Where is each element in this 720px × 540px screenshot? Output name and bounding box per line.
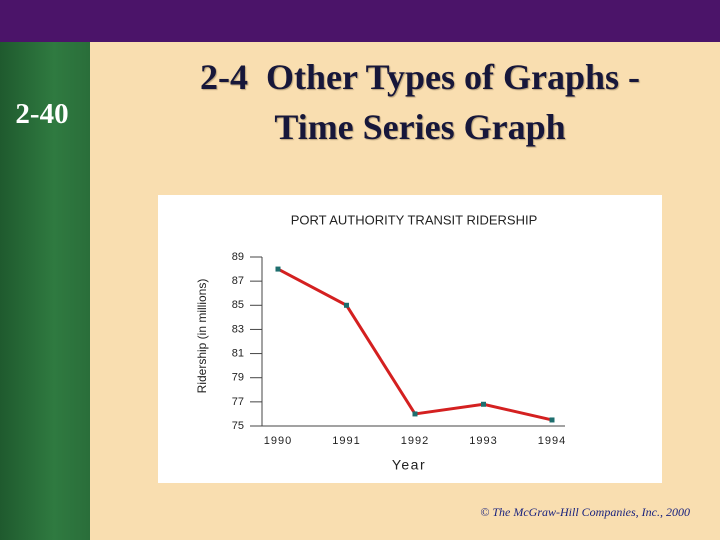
chart-title: PORT AUTHORITY TRANSIT RIDERSHIP	[291, 212, 538, 227]
slide-number: 2-40	[15, 98, 69, 130]
x-tick-label: 1991	[332, 435, 360, 447]
data-point	[412, 411, 418, 417]
y-tick-label: 83	[232, 323, 244, 335]
data-point	[344, 302, 349, 308]
side-bar	[0, 42, 90, 540]
footer: © The McGraw-Hill Companies, Inc., 2000	[480, 505, 690, 519]
y-tick-label: 75	[232, 420, 244, 432]
x-tick-label: 1992	[401, 435, 429, 447]
y-tick-label: 81	[232, 347, 244, 359]
y-tick-label: 87	[232, 275, 244, 287]
title-line: Time Series Graph	[274, 107, 566, 147]
y-tick-label: 89	[232, 251, 244, 263]
title-line: 2-4 Other Types of Graphs -	[199, 57, 640, 97]
data-point	[275, 266, 281, 272]
y-tick-label: 85	[232, 299, 244, 311]
top-bar	[0, 0, 720, 42]
x-tick-label: 1990	[264, 435, 292, 447]
y-tick-label: 79	[232, 372, 244, 384]
chart-panel	[158, 195, 662, 483]
x-axis-label: Year	[392, 457, 426, 473]
data-point	[549, 417, 555, 423]
slide-title: 2-4 Other Types of Graphs - Time Series G…	[100, 52, 720, 152]
y-tick-label: 77	[232, 396, 244, 408]
x-tick-label: 1993	[469, 435, 497, 447]
data-point	[481, 401, 486, 407]
x-tick-label: 1994	[538, 435, 566, 447]
y-axis-label: Ridership (in millions)	[195, 279, 209, 394]
